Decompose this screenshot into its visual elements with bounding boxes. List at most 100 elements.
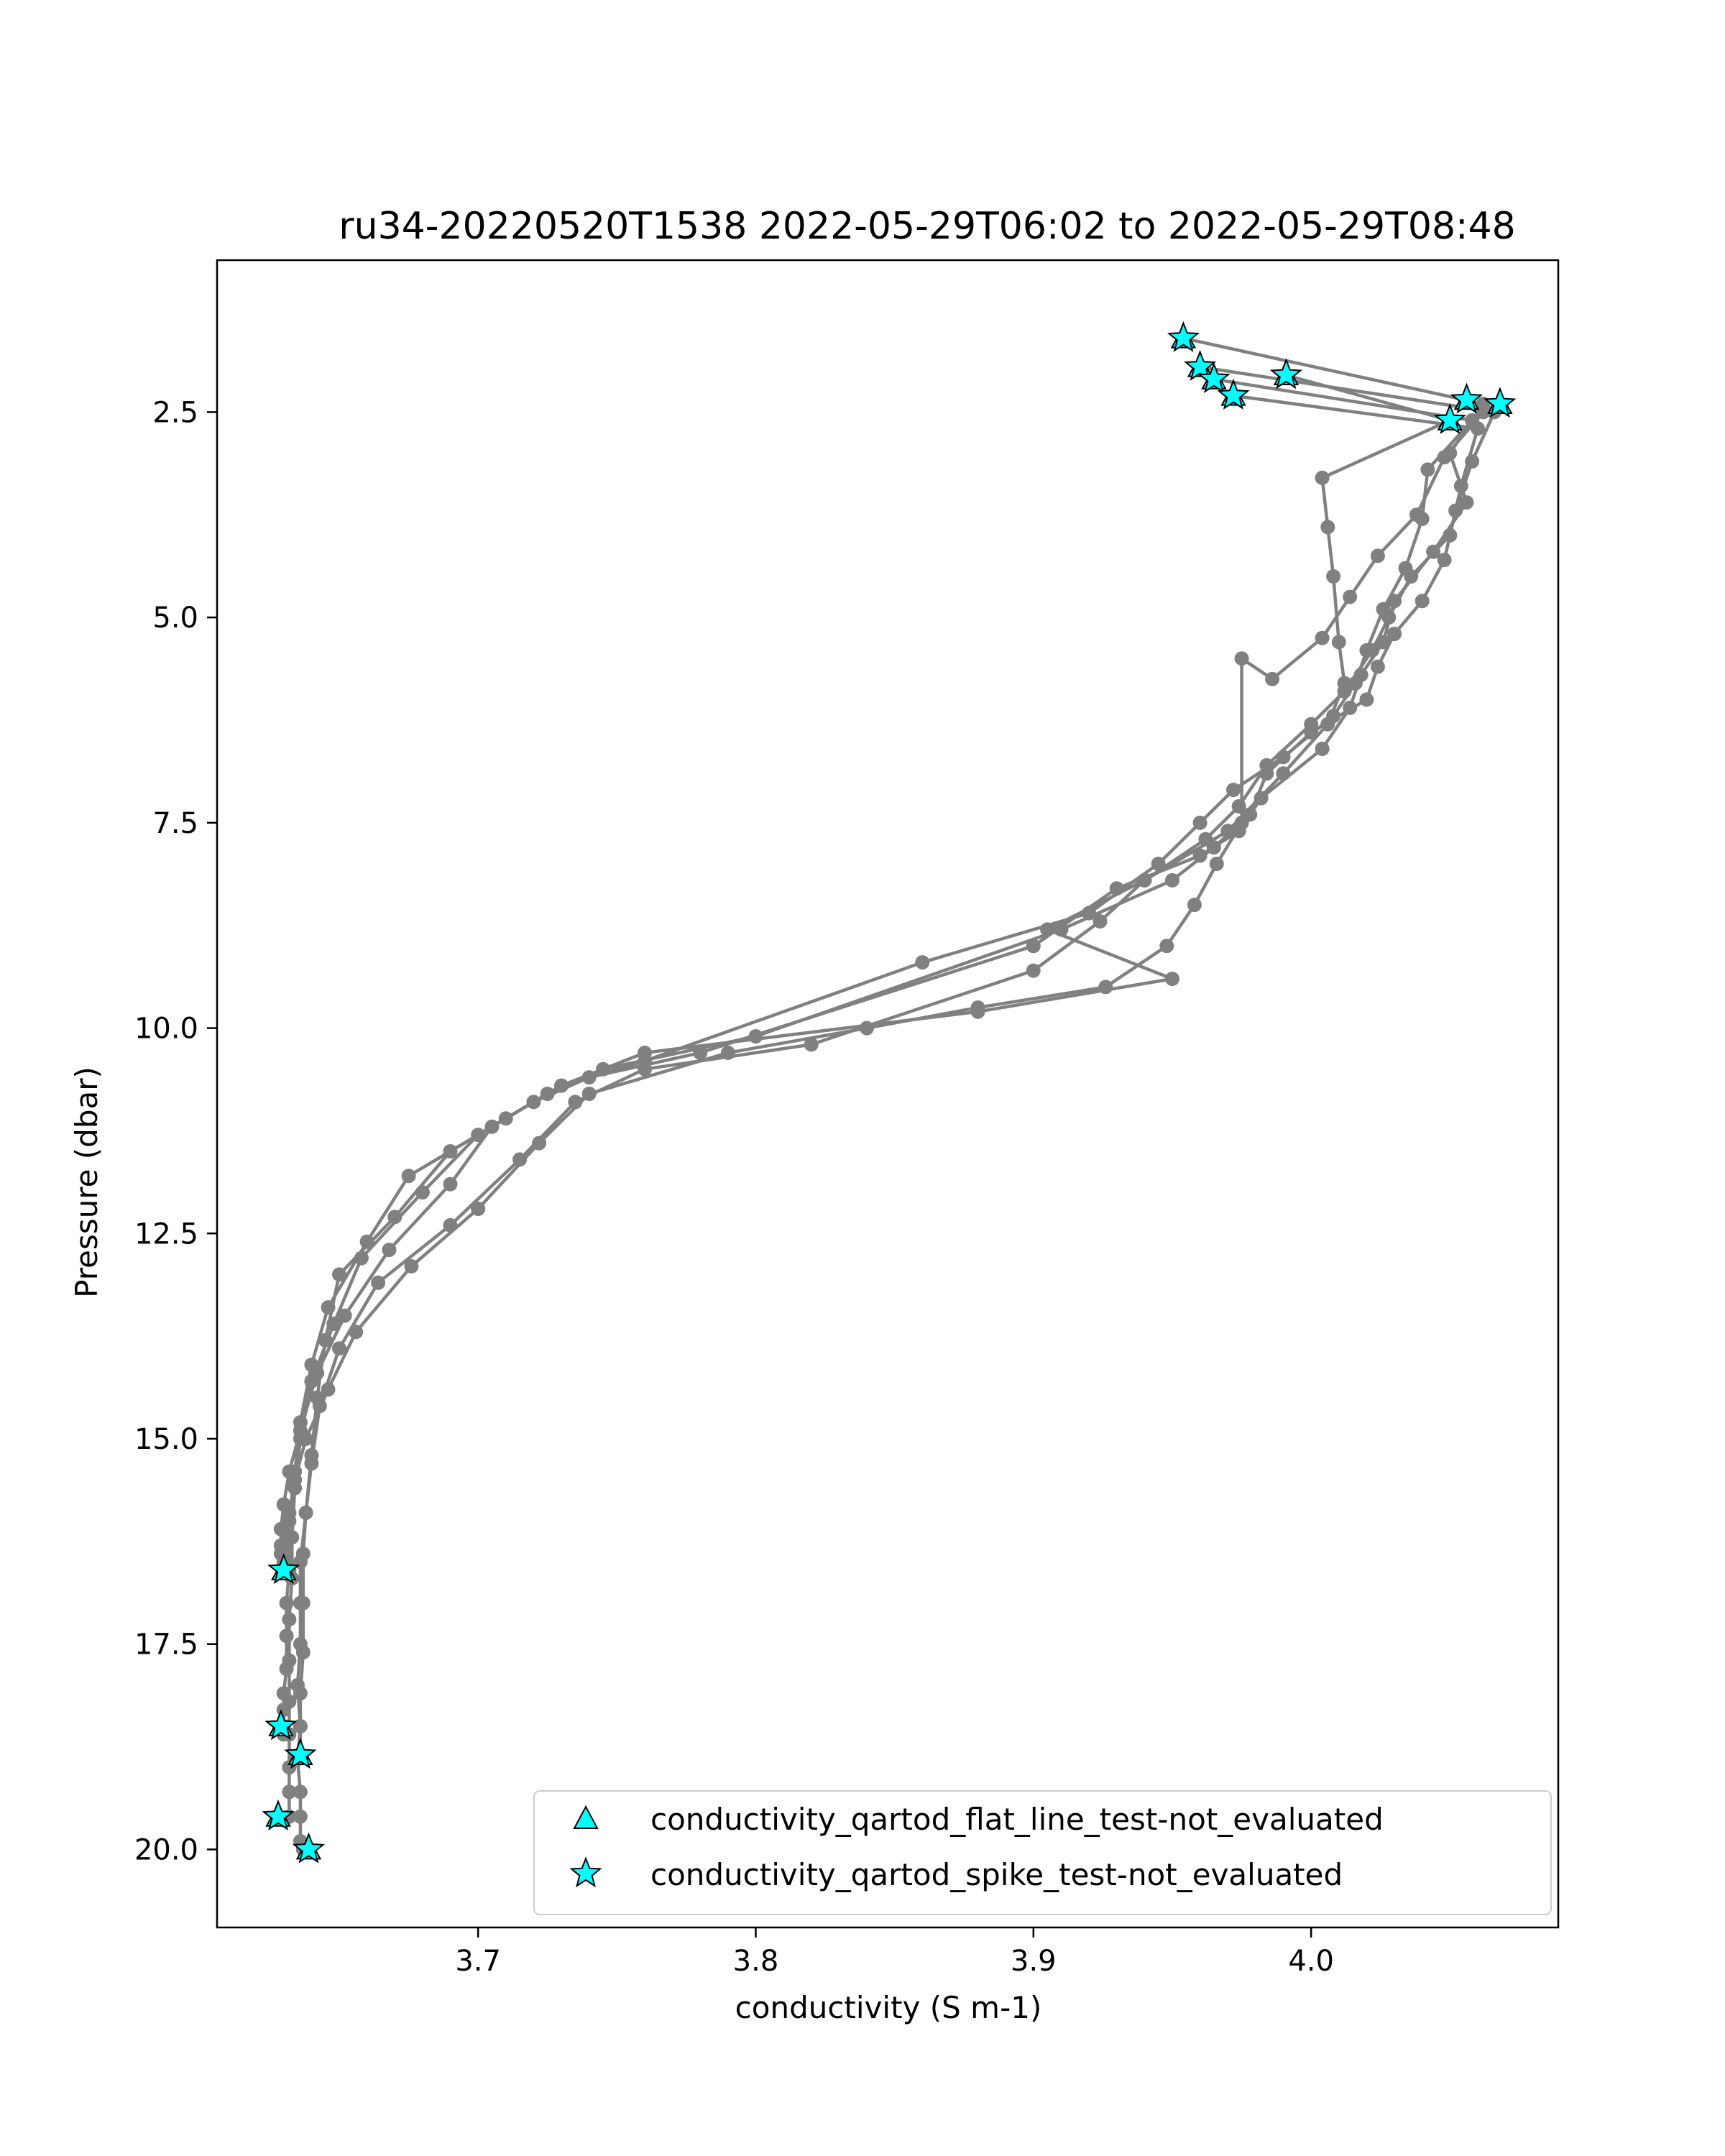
profile-point <box>276 1703 291 1718</box>
profile-point <box>1137 872 1152 888</box>
profile-point <box>293 1719 308 1733</box>
flag-layer <box>262 321 1517 1864</box>
profile-point <box>279 1595 294 1611</box>
profile-point <box>1404 569 1419 584</box>
x-tick-label: 3.7 <box>455 1945 501 1978</box>
profile-point <box>748 1029 763 1044</box>
profile-point <box>1092 914 1108 929</box>
profile-point <box>1026 939 1041 954</box>
plot-area-frame <box>216 259 1560 1929</box>
profile-point <box>1365 642 1380 658</box>
profile-point <box>295 1595 310 1611</box>
profile-point <box>1234 651 1249 666</box>
profile-point <box>279 1628 294 1644</box>
profile-point <box>1226 783 1241 798</box>
y-tick-label: 15.0 <box>134 1423 198 1456</box>
profile-point <box>512 1152 528 1167</box>
legend-star-marker <box>569 1856 602 1888</box>
spike-flag-marker <box>1269 358 1303 390</box>
profile-point <box>359 1234 374 1249</box>
spike-flag-marker <box>1167 321 1200 352</box>
profile-point <box>1409 507 1424 522</box>
profile-point <box>1437 553 1452 568</box>
profile-point <box>1265 671 1280 686</box>
spike-flag-marker <box>284 1738 317 1769</box>
legend: conductivity_qartod_flat_line_test-not_e… <box>533 1790 1552 1915</box>
profile-point <box>1320 717 1335 732</box>
profile-point <box>1220 824 1236 839</box>
profile-point <box>581 1087 597 1101</box>
profile-point <box>349 1325 364 1340</box>
profile-point <box>279 1662 294 1676</box>
profile-point <box>293 1686 308 1701</box>
x-tick-label: 4.0 <box>1288 1945 1334 1978</box>
legend-entry-flat-line: conductivity_qartod_flat_line_test-not_e… <box>650 1802 1384 1837</box>
spike-flag-marker <box>1197 361 1230 393</box>
profile-point <box>371 1275 386 1290</box>
profile-point <box>1315 630 1330 645</box>
profile-point <box>279 1530 294 1545</box>
profile-point <box>332 1341 346 1356</box>
profile-point <box>295 1547 310 1561</box>
profile-point <box>1304 717 1319 732</box>
profile-point <box>404 1259 419 1273</box>
x-tick-label: 3.8 <box>733 1945 779 1978</box>
x-axis-ticks: 3.7 3.8 3.9 4.0 <box>455 1927 1334 1978</box>
x-tick-label: 3.9 <box>1011 1945 1057 1978</box>
profile-point <box>1165 972 1179 986</box>
spike-flag-marker <box>1484 387 1517 418</box>
profile-point <box>282 1505 297 1520</box>
profile-point <box>1437 450 1452 465</box>
y-tick-label: 2.5 <box>152 396 198 429</box>
legend-entry-spike: conductivity_qartod_spike_test-not_evalu… <box>650 1857 1343 1892</box>
profile-point <box>401 1169 416 1184</box>
spike-flag-marker <box>1184 349 1217 381</box>
y-axis-ticks: 2.5 5.0 7.5 10.0 12.5 15.0 17.5 20.0 <box>134 396 217 1866</box>
profile-point <box>298 1432 313 1446</box>
profile-point <box>1231 799 1246 814</box>
profile-point <box>1337 676 1352 691</box>
profile-line-2 <box>288 365 1496 1817</box>
y-tick-label: 5.0 <box>152 602 198 635</box>
profile-point <box>720 1045 735 1060</box>
profile-point <box>554 1078 569 1093</box>
profile-point <box>1276 766 1291 781</box>
y-tick-label: 20.0 <box>134 1833 198 1866</box>
profile-point <box>321 1300 336 1315</box>
profile-point <box>1459 495 1474 510</box>
profile-point <box>1320 520 1335 535</box>
x-axis-label: conductivity (S m-1) <box>735 1990 1042 2025</box>
y-axis-label: Pressure (dbar) <box>69 1067 104 1298</box>
profile-point <box>1343 589 1358 604</box>
y-tick-label: 17.5 <box>134 1628 198 1662</box>
profile-point <box>860 1021 874 1036</box>
profile-point <box>915 955 930 970</box>
profile-point <box>1192 815 1208 830</box>
profile-point <box>1331 635 1346 650</box>
profile-point <box>1026 963 1041 978</box>
profile-line-4 <box>298 394 1480 1755</box>
profile-point <box>1370 659 1385 674</box>
profile-point <box>298 1505 313 1520</box>
profile-point <box>382 1243 397 1258</box>
profile-point <box>1315 742 1330 756</box>
profile-point <box>1209 857 1224 871</box>
spike-flag-marker <box>1217 378 1250 410</box>
profile-point <box>293 1784 308 1800</box>
profile-point <box>1234 815 1249 830</box>
profile-point <box>1187 898 1202 913</box>
profile-point <box>288 1473 303 1488</box>
profile-point <box>484 1119 500 1134</box>
profile-point <box>282 1784 297 1800</box>
profile-point <box>304 1456 319 1471</box>
profile-point <box>1259 757 1274 773</box>
profile-point <box>1381 610 1397 625</box>
profile-point <box>1326 569 1341 584</box>
spike-flag-marker <box>262 1799 295 1830</box>
profile-point <box>970 1000 985 1015</box>
spike-flag-marker <box>267 1553 300 1585</box>
profile-point <box>1370 548 1385 563</box>
spike-flag-marker <box>292 1832 326 1864</box>
y-tick-label: 7.5 <box>152 807 198 840</box>
